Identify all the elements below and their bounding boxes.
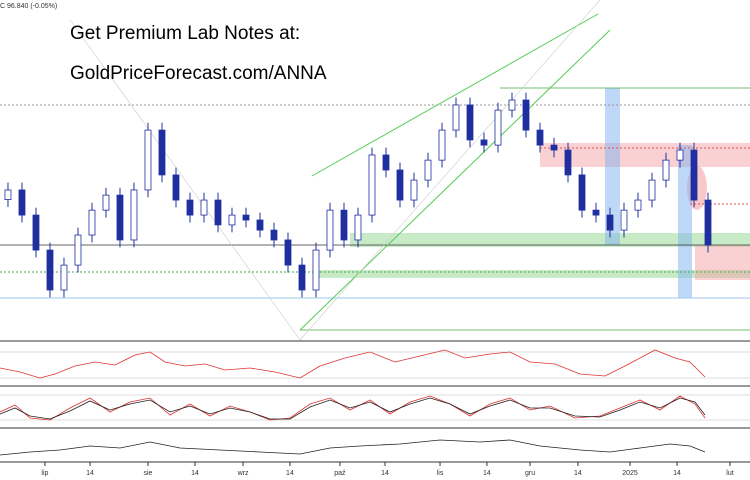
trend-line — [299, 29, 611, 331]
macd-line — [0, 439, 706, 456]
trend-line — [69, 19, 301, 341]
x-tick-label: paź — [334, 470, 346, 477]
candle-body — [4, 189, 12, 200]
x-tick-label: 14 — [483, 470, 491, 477]
candle-body — [564, 149, 572, 176]
overlays — [0, 0, 750, 341]
candle-body — [144, 129, 152, 191]
x-tick-label: lut — [726, 470, 733, 477]
x-tick-label: 14 — [191, 470, 199, 477]
candle-body — [410, 179, 418, 201]
x-tick-label: 14 — [286, 470, 294, 477]
candle-body — [158, 129, 166, 176]
candle-body — [242, 214, 250, 221]
candle-body — [186, 199, 194, 216]
candle-body — [466, 104, 474, 141]
candle-body — [522, 99, 530, 131]
candle-body — [214, 199, 222, 226]
candle-body — [340, 209, 348, 241]
candle-body — [662, 159, 670, 181]
candle-body — [88, 209, 96, 236]
candle-body — [424, 159, 432, 181]
candle-body — [228, 214, 236, 226]
support-zone — [315, 270, 750, 278]
candle-body — [634, 199, 642, 211]
candle-body — [648, 179, 656, 201]
candle-body — [494, 109, 502, 146]
candles — [4, 92, 712, 298]
candle-body — [284, 239, 292, 266]
candle-body — [298, 264, 306, 291]
candle-body — [172, 174, 180, 201]
x-tick-label: gru — [525, 470, 535, 477]
candle-body — [130, 189, 138, 241]
x-tick-label: sie — [144, 470, 153, 477]
candle-body — [620, 209, 628, 231]
candle-body — [368, 154, 376, 216]
candle-body — [536, 129, 544, 146]
candle-body — [60, 264, 68, 291]
candle-body — [578, 174, 586, 211]
candle-body — [606, 214, 614, 231]
candle-body — [452, 104, 460, 131]
annotation: Get Premium Lab Notes at: — [70, 23, 300, 44]
candle-body — [592, 209, 600, 216]
resistance-zone — [540, 143, 750, 167]
x-tick-label: lis — [437, 470, 444, 477]
x-tick-label: 14 — [381, 470, 389, 477]
trend-line — [311, 13, 599, 177]
candle-body — [508, 99, 516, 111]
x-tick-label: 2025 — [622, 470, 638, 477]
candle-body — [74, 234, 82, 266]
candle-body — [690, 149, 698, 201]
candle-body — [438, 129, 446, 161]
stoch-line — [0, 395, 706, 421]
x-tick-label: 14 — [673, 470, 681, 477]
candle-body — [256, 219, 264, 231]
candle-body — [550, 144, 558, 151]
candle-body — [200, 199, 208, 216]
candle-body — [676, 149, 684, 161]
resistance-zone — [695, 245, 750, 280]
candle-body — [396, 169, 404, 201]
x-tick-label: 14 — [86, 470, 94, 477]
candle-body — [354, 214, 362, 241]
x-tick-label: 14 — [574, 470, 582, 477]
x-tick-label: lip — [41, 470, 48, 477]
candle-body — [32, 214, 40, 251]
trend-line — [299, 0, 601, 341]
time-zone — [678, 145, 692, 298]
stoch-signal — [0, 397, 706, 420]
candle-body — [382, 154, 390, 171]
candle-body — [270, 229, 278, 241]
candle-body — [102, 194, 110, 211]
candle-body — [326, 209, 334, 251]
time-zone — [605, 88, 620, 245]
rsi-line — [0, 349, 706, 379]
support-zone — [350, 233, 750, 247]
candle-body — [480, 139, 488, 146]
annotation: GoldPriceForecast.com/ANNA — [70, 63, 327, 84]
x-axis: lip 14 sie 14 wrz 14 paź 14 lis 14 gru 14 2025 14 lut — [41, 462, 734, 477]
candle-body — [704, 199, 712, 246]
indicators — [0, 340, 750, 463]
quote: C 96.840 (-0.05%) — [0, 3, 57, 10]
candle-body — [312, 249, 320, 291]
x-tick-label: wrz — [237, 470, 249, 477]
candle-body — [116, 194, 124, 241]
candle-body — [46, 249, 54, 291]
candle-body — [18, 189, 26, 216]
